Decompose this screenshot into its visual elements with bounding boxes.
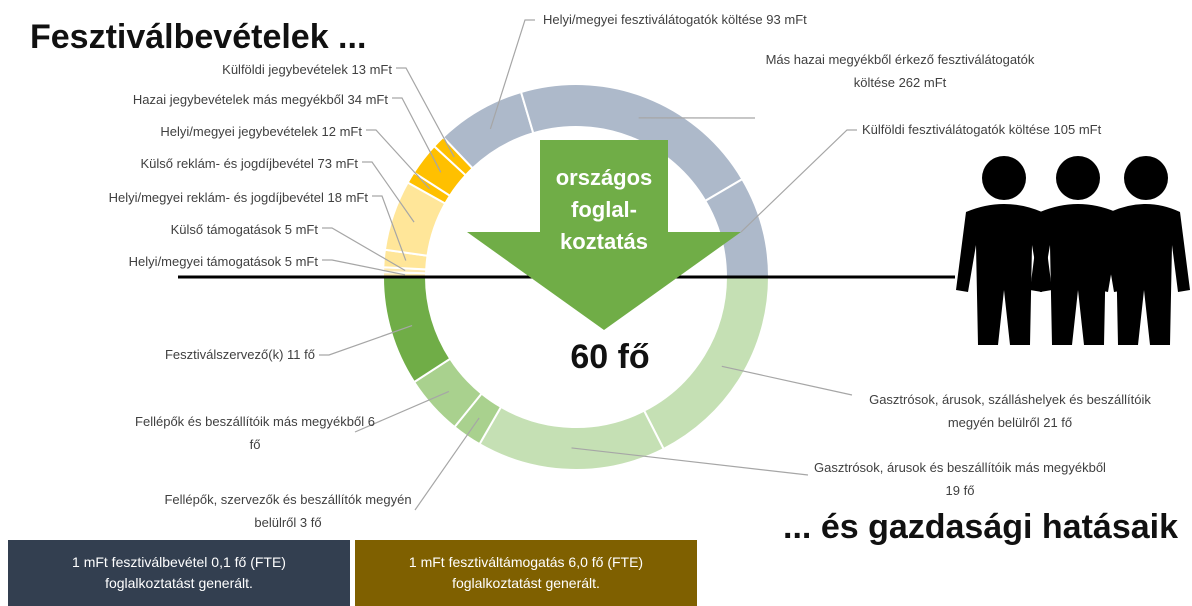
segment-label: Fellépők, szervezők és beszállítók megyé… (158, 488, 418, 534)
segment-label: Külső támogatások 5 mFt (171, 218, 318, 241)
segment-name: Gasztrósok, árusok, szálláshelyek és bes… (869, 392, 1151, 430)
leader-line (354, 390, 450, 433)
segment-value: 19 fő (945, 483, 975, 498)
note-box: 1 mFt fesztiváltámogatás 6,0 fő (FTE) fo… (355, 540, 697, 606)
center-label: 60 fő (570, 338, 649, 376)
segment-label: Fesztiválszervező(k) 11 fő (165, 343, 315, 366)
segment-name: Helyi/megyei reklám- és jogdíjbevétel (108, 190, 324, 205)
arrow (467, 140, 741, 330)
segment-name: Fellépők és beszállítóik más megyékből (135, 414, 365, 429)
leader-line (721, 365, 853, 396)
segment-label: Helyi/megyei reklám- és jogdíjbevétel 18… (109, 186, 368, 209)
leader-line (362, 161, 415, 223)
segment-value: 12 mFt (321, 124, 362, 139)
segment-value: 11 fő (287, 347, 315, 362)
donut-segment (381, 276, 452, 384)
segment-label: Gasztrósok, árusok, szálláshelyek és bes… (860, 388, 1160, 434)
leader-line (396, 67, 455, 158)
segment-name: Gasztrósok, árusok és beszállítóik más m… (814, 460, 1106, 475)
segment-name: Fesztiválszervező(k) (164, 347, 284, 362)
segment-label: Külföldi jegybevételek 13 mFt (222, 58, 392, 81)
segment-name: Más hazai megyékből érkező fesztiválátog… (765, 52, 1035, 90)
segment-label: Más hazai megyékből érkező fesztiválátog… (755, 48, 1045, 94)
segment-value: 34 mFt (347, 92, 388, 107)
arrow-text: országos (556, 165, 653, 190)
segment-name: Hazai jegybevételek más megyékből (132, 92, 344, 107)
segment-value: 18 mFt (327, 190, 368, 205)
segment-value: 262 mFt (898, 75, 947, 90)
arrow-text: foglal- (571, 197, 637, 222)
segment-name: Külföldi jegybevételek (222, 62, 348, 77)
segment-value: 5 mFt (284, 254, 318, 269)
segment-name: Külső támogatások (170, 222, 282, 237)
segment-label: Hazai jegybevételek más megyékből 34 mFt (133, 88, 388, 111)
leader-line (571, 447, 809, 476)
segment-label: Külső reklám- és jogdíjbevétel 73 mFt (140, 152, 358, 175)
segment-value: 6 fő (249, 414, 375, 452)
segment-label: Külföldi fesztiválátogatók költése 105 m… (862, 118, 1101, 141)
note-box: 1 mFt fesztiválbevétel 0,1 fő (FTE) fogl… (8, 540, 350, 606)
leader-line (740, 129, 857, 233)
leader-lines (319, 19, 857, 511)
leader-line (319, 325, 413, 356)
leader-line (372, 195, 407, 261)
segment-name: Fellépők, szervezők és beszállítók megyé… (164, 492, 412, 530)
leader-line (392, 97, 442, 173)
segment-label: Helyi/megyei jegybevételek 12 mFt (160, 120, 362, 143)
segment-value: 13 mFt (351, 62, 392, 77)
segment-value: 105 mFt (1053, 122, 1102, 137)
segment-label: Fellépők és beszállítóik más megyékből 6… (135, 410, 375, 456)
leader-line (322, 227, 406, 272)
segment-label: Helyi/megyei fesztiválátogatók költése 9… (543, 8, 807, 31)
donut-segment (642, 276, 771, 451)
segment-name: Külső reklám- és jogdíjbevétel (140, 156, 314, 171)
donut-segment (478, 405, 665, 471)
segment-label: Helyi/megyei támogatások 5 mFt (129, 250, 318, 273)
leader-line (366, 129, 430, 190)
segment-name: Helyi/megyei támogatások (128, 254, 282, 269)
leader-line (489, 19, 535, 130)
subtitle: ... és gazdasági hatásaik (783, 508, 1178, 546)
segment-value: 3 fő (299, 515, 322, 530)
leader-line (322, 259, 406, 276)
segment-value: 5 mFt (284, 222, 318, 237)
segment-value: 21 fő (1043, 415, 1073, 430)
segment-name: Helyi/megyei jegybevételek (160, 124, 318, 139)
segment-value: 73 mFt (317, 156, 358, 171)
segment-label: Gasztrósok, árusok és beszállítóik más m… (810, 456, 1110, 502)
people-icon (956, 156, 1190, 345)
segment-value: 93 mFt (766, 12, 807, 27)
arrow-text: koztatás (560, 229, 648, 254)
leader-line (414, 417, 480, 511)
segment-name: Helyi/megyei fesztiválátogatók költése (543, 12, 763, 27)
title: Fesztiválbevételek ... (30, 18, 367, 56)
segment-name: Külföldi fesztiválátogatók költése (862, 122, 1050, 137)
